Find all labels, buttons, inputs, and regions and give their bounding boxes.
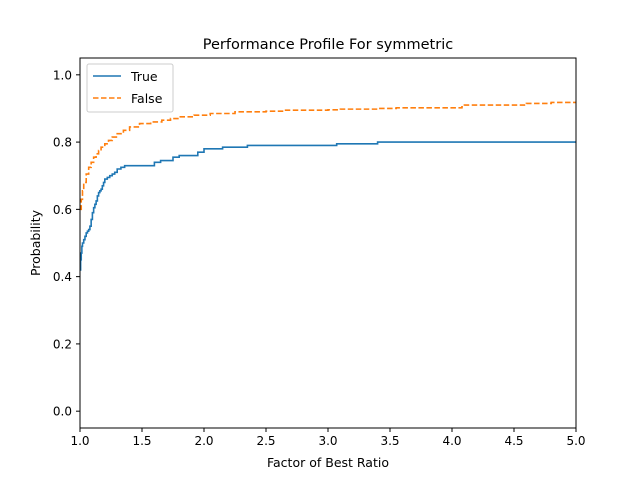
x-tick-label: 2.5 <box>256 434 275 448</box>
legend-label-false: False <box>131 91 163 106</box>
x-axis-ticks: 1.0 1.5 2.0 2.5 3.0 3.5 4.0 4.5 5.0 <box>70 428 586 448</box>
x-tick-label: 3.0 <box>318 434 337 448</box>
series-layer <box>79 101 576 271</box>
series-line-true <box>79 141 576 271</box>
y-tick-label: 0.0 <box>53 405 72 419</box>
y-tick-label: 1.0 <box>53 68 72 82</box>
x-tick-label: 5.0 <box>566 434 585 448</box>
y-tick-label: 0.8 <box>53 136 72 150</box>
legend: True False <box>86 63 174 113</box>
y-axis-ticks: 0.0 0.2 0.4 0.6 0.8 1.0 <box>53 68 80 419</box>
legend-label-true: True <box>130 69 158 84</box>
x-tick-label: 1.0 <box>70 434 89 448</box>
y-tick-label: 0.6 <box>53 203 72 217</box>
x-tick-label: 1.5 <box>132 434 151 448</box>
x-tick-label: 4.0 <box>442 434 461 448</box>
plot-frame <box>79 57 577 429</box>
y-axis-label: Probability <box>28 209 43 276</box>
x-tick-label: 4.5 <box>504 434 523 448</box>
series-line-false <box>80 101 576 211</box>
x-tick-label: 2.0 <box>194 434 213 448</box>
x-tick-label: 3.5 <box>380 434 399 448</box>
plot-area-background <box>80 58 576 428</box>
y-tick-label: 0.2 <box>53 337 72 351</box>
y-tick-label: 0.4 <box>53 270 72 284</box>
x-axis-label: Factor of Best Ratio <box>267 455 389 470</box>
chart-title: Performance Profile For symmetric <box>203 37 453 53</box>
